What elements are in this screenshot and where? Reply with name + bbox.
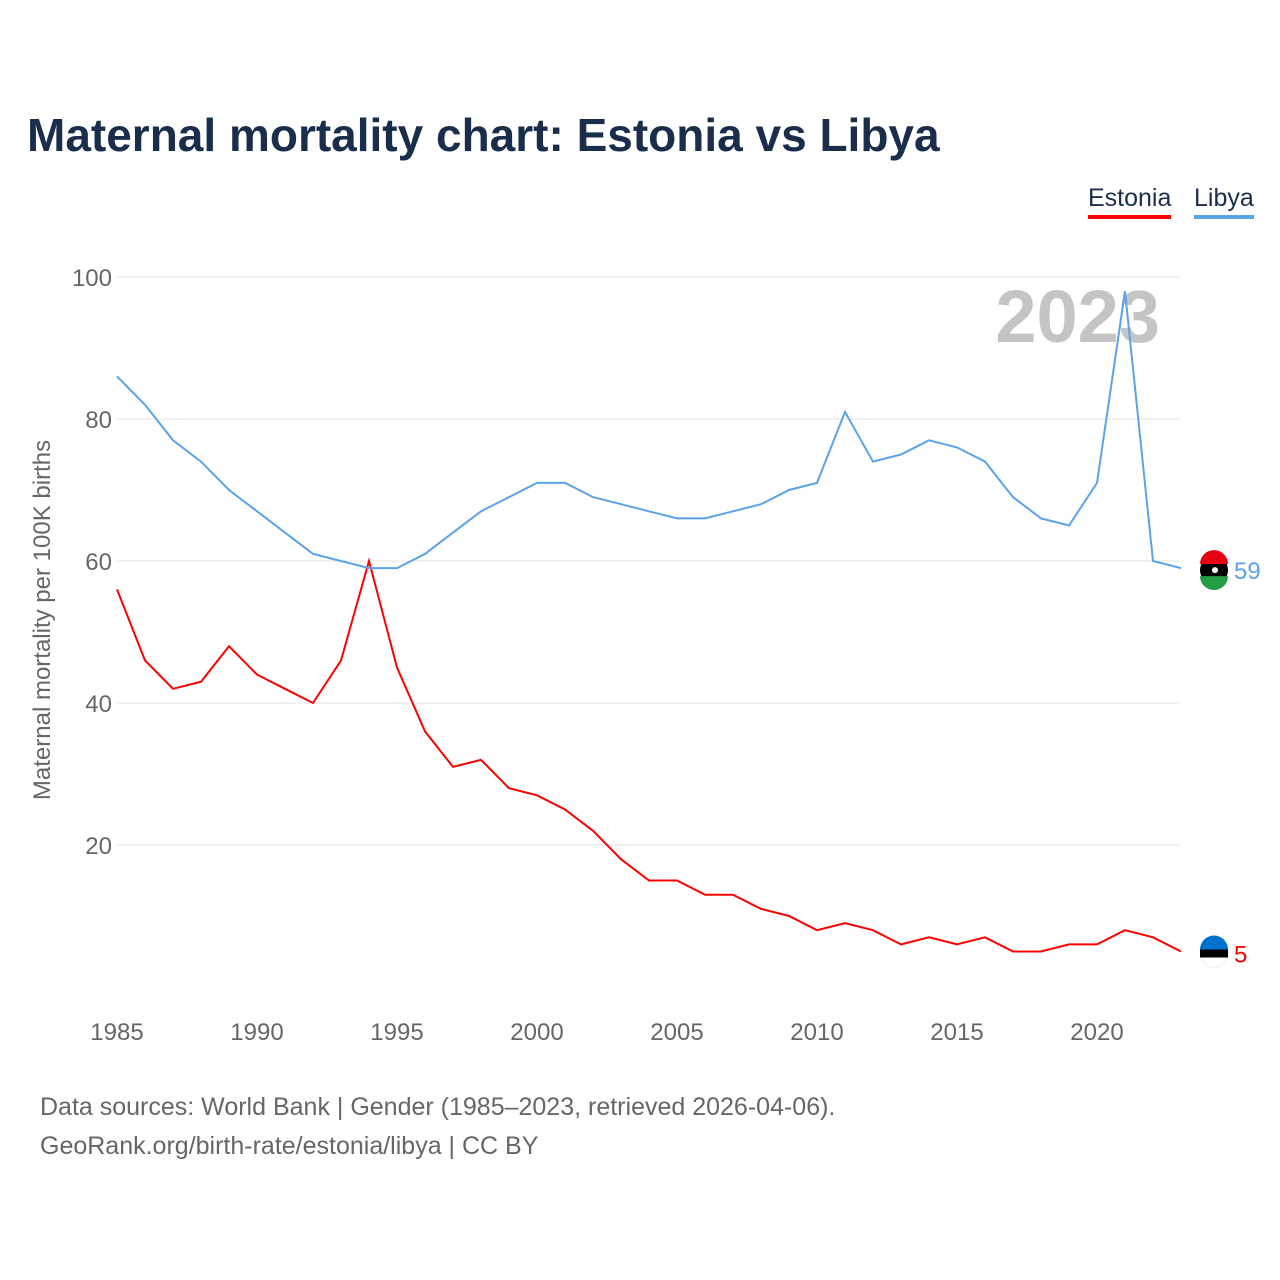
footer: Data sources: World Bank | Gender (1985–… bbox=[40, 1088, 835, 1166]
legend-estonia[interactable]: Estonia bbox=[1088, 184, 1172, 219]
flag-stripe-black bbox=[1200, 949, 1228, 958]
end-label-libya: 59 bbox=[1234, 558, 1261, 585]
y-tick-label: 20 bbox=[85, 833, 112, 860]
chart-title: Maternal mortality chart: Estonia vs Lib… bbox=[27, 109, 940, 161]
series-line-libya bbox=[116, 291, 1182, 570]
flag-crescent bbox=[1212, 567, 1218, 574]
x-tick-label: 1990 bbox=[230, 1019, 283, 1046]
x-tick-label: 2010 bbox=[790, 1019, 843, 1046]
footer-link[interactable]: GeoRank.org/birth-rate/estonia/libya | C… bbox=[40, 1132, 539, 1160]
x-tick-label: 1995 bbox=[370, 1019, 423, 1046]
x-tick-label: 2020 bbox=[1070, 1019, 1123, 1046]
x-tick-label: 2005 bbox=[650, 1019, 703, 1046]
y-axis-label: Maternal mortality per 100K births bbox=[29, 440, 56, 800]
y-tick-label: 40 bbox=[85, 691, 112, 718]
series-line-estonia bbox=[116, 557, 1182, 953]
end-label-estonia: 5 bbox=[1234, 942, 1247, 969]
x-tick-label: 2000 bbox=[510, 1019, 563, 1046]
y-tick-label: 100 bbox=[72, 265, 112, 292]
x-tick-label: 1985 bbox=[90, 1019, 143, 1046]
flag-stripe-blue bbox=[1200, 935, 1228, 950]
legend-libya[interactable]: Libya bbox=[1194, 184, 1254, 219]
y-tick-label: 80 bbox=[85, 407, 112, 434]
y-tick-label: 60 bbox=[85, 549, 112, 576]
footer-sources: Data sources: World Bank | Gender (1985–… bbox=[40, 1093, 836, 1121]
year-watermark: 2023 bbox=[995, 275, 1160, 358]
x-tick-label: 2015 bbox=[930, 1019, 983, 1046]
flag-stripe-red bbox=[1200, 550, 1228, 565]
flag-stripe-green bbox=[1200, 576, 1228, 591]
